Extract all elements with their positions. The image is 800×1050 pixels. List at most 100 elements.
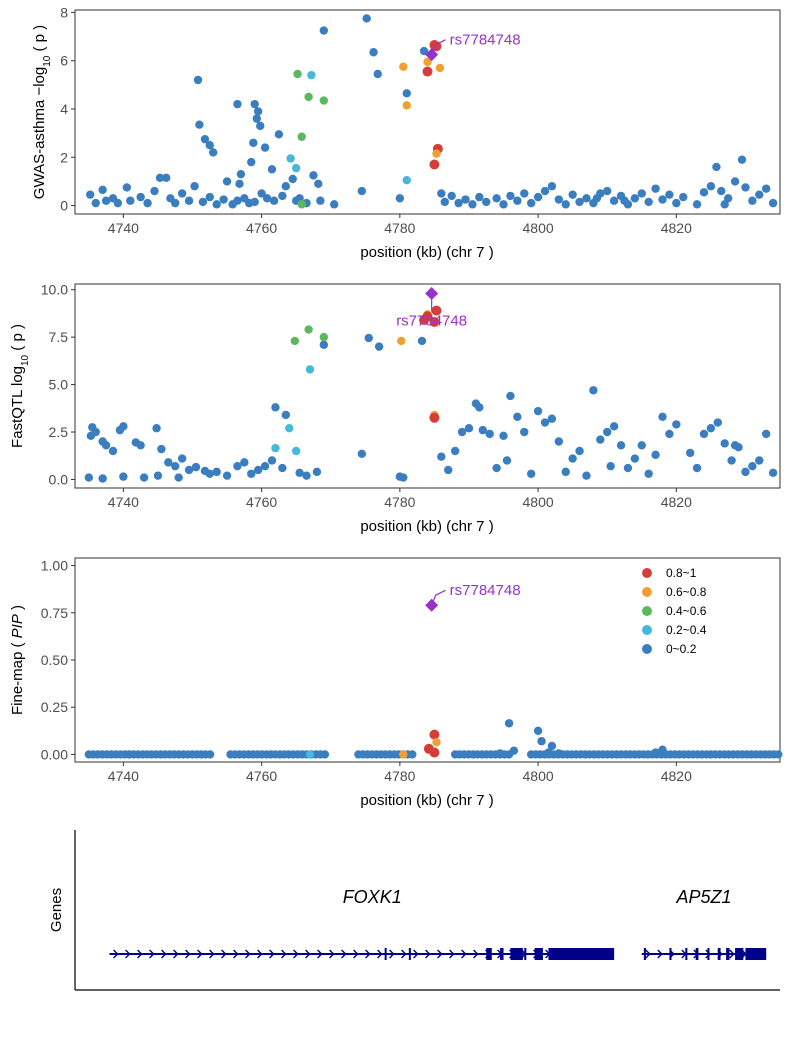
data-point <box>174 473 183 482</box>
strand-arrow <box>341 949 347 959</box>
data-point <box>658 195 667 204</box>
data-point <box>575 197 584 207</box>
legend-swatch <box>642 587 652 597</box>
x-tick-label: 4740 <box>108 768 139 784</box>
data-point <box>679 192 688 202</box>
data-point <box>319 96 329 105</box>
data-point <box>233 196 242 205</box>
data-point <box>717 186 726 196</box>
data-point <box>212 200 221 209</box>
lead-snp-marker <box>425 286 439 300</box>
y-tick-label: 8 <box>60 4 68 20</box>
svg-text:GWAS-asthma −log10 ( p ): GWAS-asthma −log10 ( p ) <box>31 25 53 199</box>
data-point <box>305 750 315 759</box>
data-point <box>485 429 494 439</box>
data-point <box>101 441 111 450</box>
data-point <box>195 120 204 129</box>
data-point <box>582 194 591 203</box>
strand-arrow <box>401 949 407 959</box>
data-point <box>547 741 557 751</box>
data-point <box>637 441 646 450</box>
data-point <box>533 192 543 202</box>
data-point <box>250 99 259 109</box>
data-point <box>665 190 674 199</box>
data-point <box>91 427 100 437</box>
data-point <box>162 173 171 182</box>
data-point <box>250 197 259 207</box>
data-point <box>257 189 266 198</box>
data-point <box>253 465 263 475</box>
strand-arrow <box>305 949 311 959</box>
points-layer <box>84 305 778 483</box>
data-point <box>190 182 199 191</box>
data-point <box>651 450 660 459</box>
gene-foxk1: FOXK1 <box>109 887 615 960</box>
data-point <box>450 446 460 456</box>
data-point <box>247 157 256 167</box>
data-point <box>429 316 440 327</box>
data-point <box>547 414 557 423</box>
data-point <box>592 194 602 203</box>
data-point <box>314 179 323 189</box>
data-point <box>513 412 522 422</box>
strand-arrow <box>365 949 371 959</box>
data-point <box>637 189 646 198</box>
finemap-xlabel: position (kb) (chr 7 ) <box>360 792 493 809</box>
genes-panel: Genes FOXK1 AP5Z1 <box>48 830 780 991</box>
data-point <box>554 437 564 446</box>
data-point <box>475 403 484 412</box>
data-point <box>596 435 605 444</box>
data-point <box>582 471 591 480</box>
data-point <box>119 472 128 481</box>
strand-arrow <box>449 949 455 959</box>
strand-arrow <box>293 949 299 959</box>
data-point <box>402 176 411 185</box>
y-tick-label: 0 <box>60 198 68 214</box>
data-point <box>205 192 214 202</box>
data-point <box>408 750 417 759</box>
fastqtl-panel-border <box>74 283 781 489</box>
data-point <box>537 737 546 746</box>
data-point <box>544 748 553 757</box>
strand-arrow <box>245 949 251 959</box>
exon <box>726 948 730 960</box>
gene-label: AP5Z1 <box>675 887 731 907</box>
data-point <box>262 194 272 203</box>
data-point <box>205 140 214 150</box>
y-tick-label: 5.0 <box>49 377 69 393</box>
data-point <box>429 747 440 758</box>
data-point <box>295 468 304 478</box>
data-point <box>440 197 449 207</box>
data-point <box>399 750 408 759</box>
strand-arrow <box>185 949 191 959</box>
data-point <box>269 196 279 205</box>
data-point <box>603 186 612 196</box>
data-point <box>431 305 442 316</box>
data-point <box>253 107 263 116</box>
data-point <box>126 196 135 205</box>
data-point <box>748 196 757 205</box>
x-tick-label: 4740 <box>108 220 139 236</box>
data-point <box>509 746 519 755</box>
data-point <box>685 448 695 458</box>
legend-swatch <box>642 625 652 635</box>
data-point <box>444 465 453 475</box>
data-point <box>286 154 295 163</box>
gene-ap5z1: AP5Z1 <box>641 887 767 960</box>
data-point <box>256 121 265 131</box>
data-point <box>155 173 165 182</box>
data-point <box>699 188 709 197</box>
data-point <box>212 467 221 477</box>
data-point <box>651 748 660 757</box>
data-point <box>312 467 322 477</box>
data-point <box>589 386 598 395</box>
lead-snp-label: rs7784748 <box>450 582 521 599</box>
strand-arrow <box>137 949 143 959</box>
data-point <box>620 196 629 205</box>
data-point <box>540 418 550 427</box>
data-point <box>113 198 123 208</box>
data-point <box>468 200 477 209</box>
data-point <box>143 198 152 208</box>
data-point <box>285 424 294 433</box>
strand-arrow <box>281 949 287 959</box>
